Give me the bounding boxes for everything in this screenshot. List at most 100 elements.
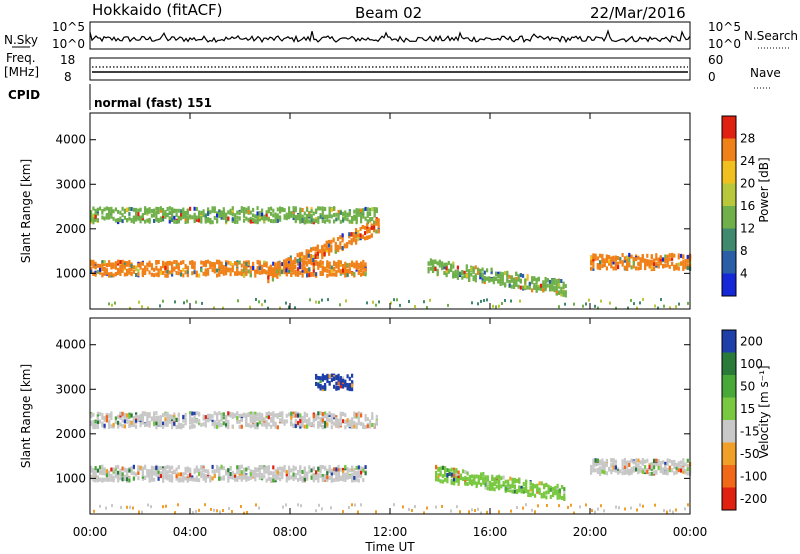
echo-cell	[479, 272, 482, 277]
echo-cell	[364, 425, 367, 429]
echo-cell	[155, 417, 158, 422]
echo-cell	[213, 306, 215, 310]
echo-cell	[166, 207, 169, 211]
echo-cell	[128, 478, 131, 483]
echo-cell	[141, 268, 144, 273]
echo-cell	[263, 269, 266, 273]
echo-cell	[547, 484, 550, 489]
echo-cell	[360, 413, 363, 418]
echo-cell	[324, 411, 327, 416]
echo-cell	[466, 471, 469, 476]
echo-cell	[213, 411, 216, 416]
echo-cell	[315, 208, 318, 213]
echo-cell	[508, 279, 511, 284]
echo-cell	[470, 272, 473, 277]
echo-cell	[628, 468, 631, 473]
echo-cell	[267, 217, 270, 222]
echo-cell	[518, 477, 521, 482]
echo-cell	[261, 216, 264, 221]
echo-cell	[330, 420, 333, 425]
echo-cell	[225, 214, 228, 219]
echo-cell	[632, 264, 635, 269]
echo-cell	[644, 262, 647, 267]
echo-cell	[317, 382, 320, 387]
echo-cell	[317, 216, 320, 221]
echo-cell	[377, 226, 380, 231]
echo-cell	[270, 206, 273, 211]
echo-cell	[330, 239, 333, 244]
echo-cell	[213, 469, 216, 474]
echo-cell	[475, 482, 478, 487]
echo-cell	[375, 218, 378, 223]
echo-cell	[333, 384, 336, 389]
echo-cell	[328, 247, 331, 252]
echo-cell	[592, 264, 595, 269]
echo-cell	[310, 422, 313, 426]
echo-cell	[315, 218, 318, 223]
echo-cell	[263, 214, 266, 219]
echo-cell	[229, 267, 232, 272]
echo-cell	[155, 469, 158, 474]
echo-cell	[157, 260, 160, 264]
echo-cell	[360, 470, 363, 475]
echo-cell	[254, 414, 257, 419]
echo-cell	[209, 220, 212, 225]
echo-cell	[256, 259, 259, 264]
echo-cell	[126, 413, 129, 418]
echo-cell	[330, 425, 333, 430]
echo-cell	[128, 414, 131, 419]
power-marks	[90, 206, 692, 310]
echo-cell	[348, 422, 351, 427]
echo-cell	[171, 478, 174, 483]
echo-cell	[393, 298, 395, 302]
echo-cell	[330, 415, 333, 420]
echo-cell	[362, 468, 365, 473]
echo-cell	[325, 248, 328, 253]
echo-cell	[132, 423, 135, 428]
echo-cell	[506, 278, 509, 283]
echo-cell	[229, 413, 232, 418]
echo-cell	[446, 479, 449, 484]
echo-cell	[614, 266, 617, 271]
echo-cell	[225, 414, 228, 419]
echo-cell	[165, 504, 167, 508]
echo-cell	[326, 268, 329, 273]
echo-cell	[157, 418, 160, 423]
echo-cell	[484, 485, 487, 490]
echo-cell	[148, 414, 151, 419]
echo-cell	[225, 217, 228, 222]
echo-cell	[258, 214, 261, 219]
echo-cell	[90, 269, 93, 274]
echo-cell	[330, 269, 333, 274]
echo-cell	[126, 419, 129, 424]
echo-cell	[437, 466, 440, 471]
echo-cell	[117, 259, 120, 264]
echo-cell	[146, 422, 149, 427]
echo-cell	[432, 269, 435, 273]
echo-cell	[144, 271, 147, 275]
echo-cell	[238, 413, 241, 418]
echo-cell	[157, 219, 160, 223]
echo-cell	[288, 476, 291, 481]
echo-cell	[123, 272, 126, 277]
echo-cell	[94, 272, 97, 277]
echo-cell	[617, 256, 620, 260]
echo-cell	[628, 258, 631, 263]
echo-cell	[635, 462, 638, 466]
echo-cell	[281, 467, 284, 472]
echo-cell	[465, 268, 468, 273]
echo-cell	[222, 306, 224, 310]
echo-cell	[477, 474, 480, 479]
echo-cell	[655, 458, 658, 463]
echo-cell	[211, 268, 214, 273]
echo-cell	[516, 478, 519, 483]
echo-cell	[498, 304, 500, 308]
x-axis-label: Time UT	[364, 540, 415, 554]
echo-cell	[626, 267, 629, 271]
echo-cell	[305, 249, 308, 254]
echo-cell	[209, 265, 212, 270]
echo-cell	[166, 476, 169, 481]
echo-cell	[324, 476, 327, 481]
echo-cell	[614, 264, 617, 269]
echo-cell	[486, 486, 489, 491]
